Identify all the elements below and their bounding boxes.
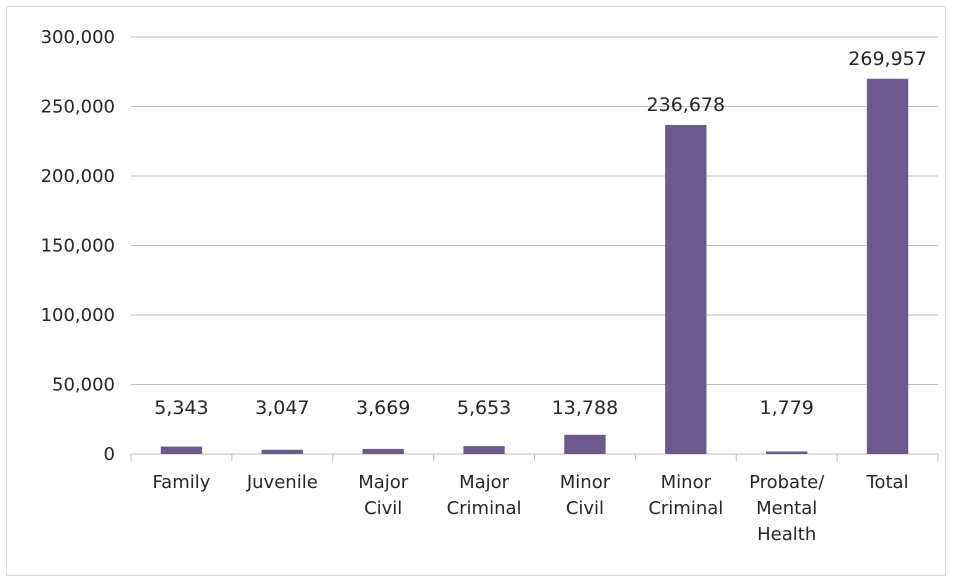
x-category-label: Major Civil [358,472,409,519]
x-category-label: Minor Civil [560,472,611,519]
bar[interactable] [261,449,303,454]
x-category-label-line: Minor [661,472,712,493]
x-category-label-line: Criminal [648,498,723,519]
x-category-label-line: Major [459,472,510,493]
bar[interactable] [463,446,505,454]
bar[interactable] [564,434,606,454]
y-tick-label: 250,000 [41,97,115,118]
data-label: 13,788 [552,397,618,419]
x-category-label: Probate/Mental Health [749,472,825,545]
bar[interactable] [766,451,808,454]
x-category-label-line: Family [152,472,210,493]
y-tick-label: 150,000 [41,236,115,257]
y-tick-label: 200,000 [41,166,115,187]
y-tick-label: 300,000 [41,27,115,48]
data-label: 1,779 [759,397,813,419]
x-category-label: Juvenile [246,472,318,493]
data-label: 236,678 [647,94,726,116]
data-label: 5,343 [154,397,208,419]
x-category-label-line: Major [358,472,409,493]
bar[interactable] [866,78,909,455]
data-label: 269,957 [848,48,927,70]
data-label: 3,047 [255,397,309,419]
x-category-label: Total [866,472,909,493]
y-tick-label: 100,000 [41,305,115,326]
x-category-label-line: Mental [756,498,817,519]
x-category-label: Family [152,472,210,493]
y-tick-label: 0 [104,444,115,465]
x-category-label-line: Juvenile [246,472,318,493]
bar[interactable] [665,125,707,454]
bar[interactable] [160,446,203,454]
x-category-label-line: Civil [566,498,604,519]
chart-frame: 0 50,000 100,000 150,000 200,000 250,000 300,0… [6,6,946,576]
bar-chart: 0 50,000 100,000 150,000 200,000 250,000 300,0… [41,27,939,545]
x-category-label-line: Probate/ [749,472,825,493]
x-category-label-line: Minor [560,472,611,493]
bar[interactable] [362,448,404,454]
x-category-label-line: Health [757,524,816,545]
x-category-label-line: Total [866,472,909,493]
data-label: 3,669 [356,397,410,419]
x-category-label: Major Criminal [447,472,522,519]
x-category-label-line: Civil [364,498,402,519]
data-label: 5,653 [457,397,511,419]
y-tick-label: 50,000 [52,375,115,396]
x-category-label: Minor Criminal [648,472,723,519]
x-category-label-line: Criminal [447,498,522,519]
